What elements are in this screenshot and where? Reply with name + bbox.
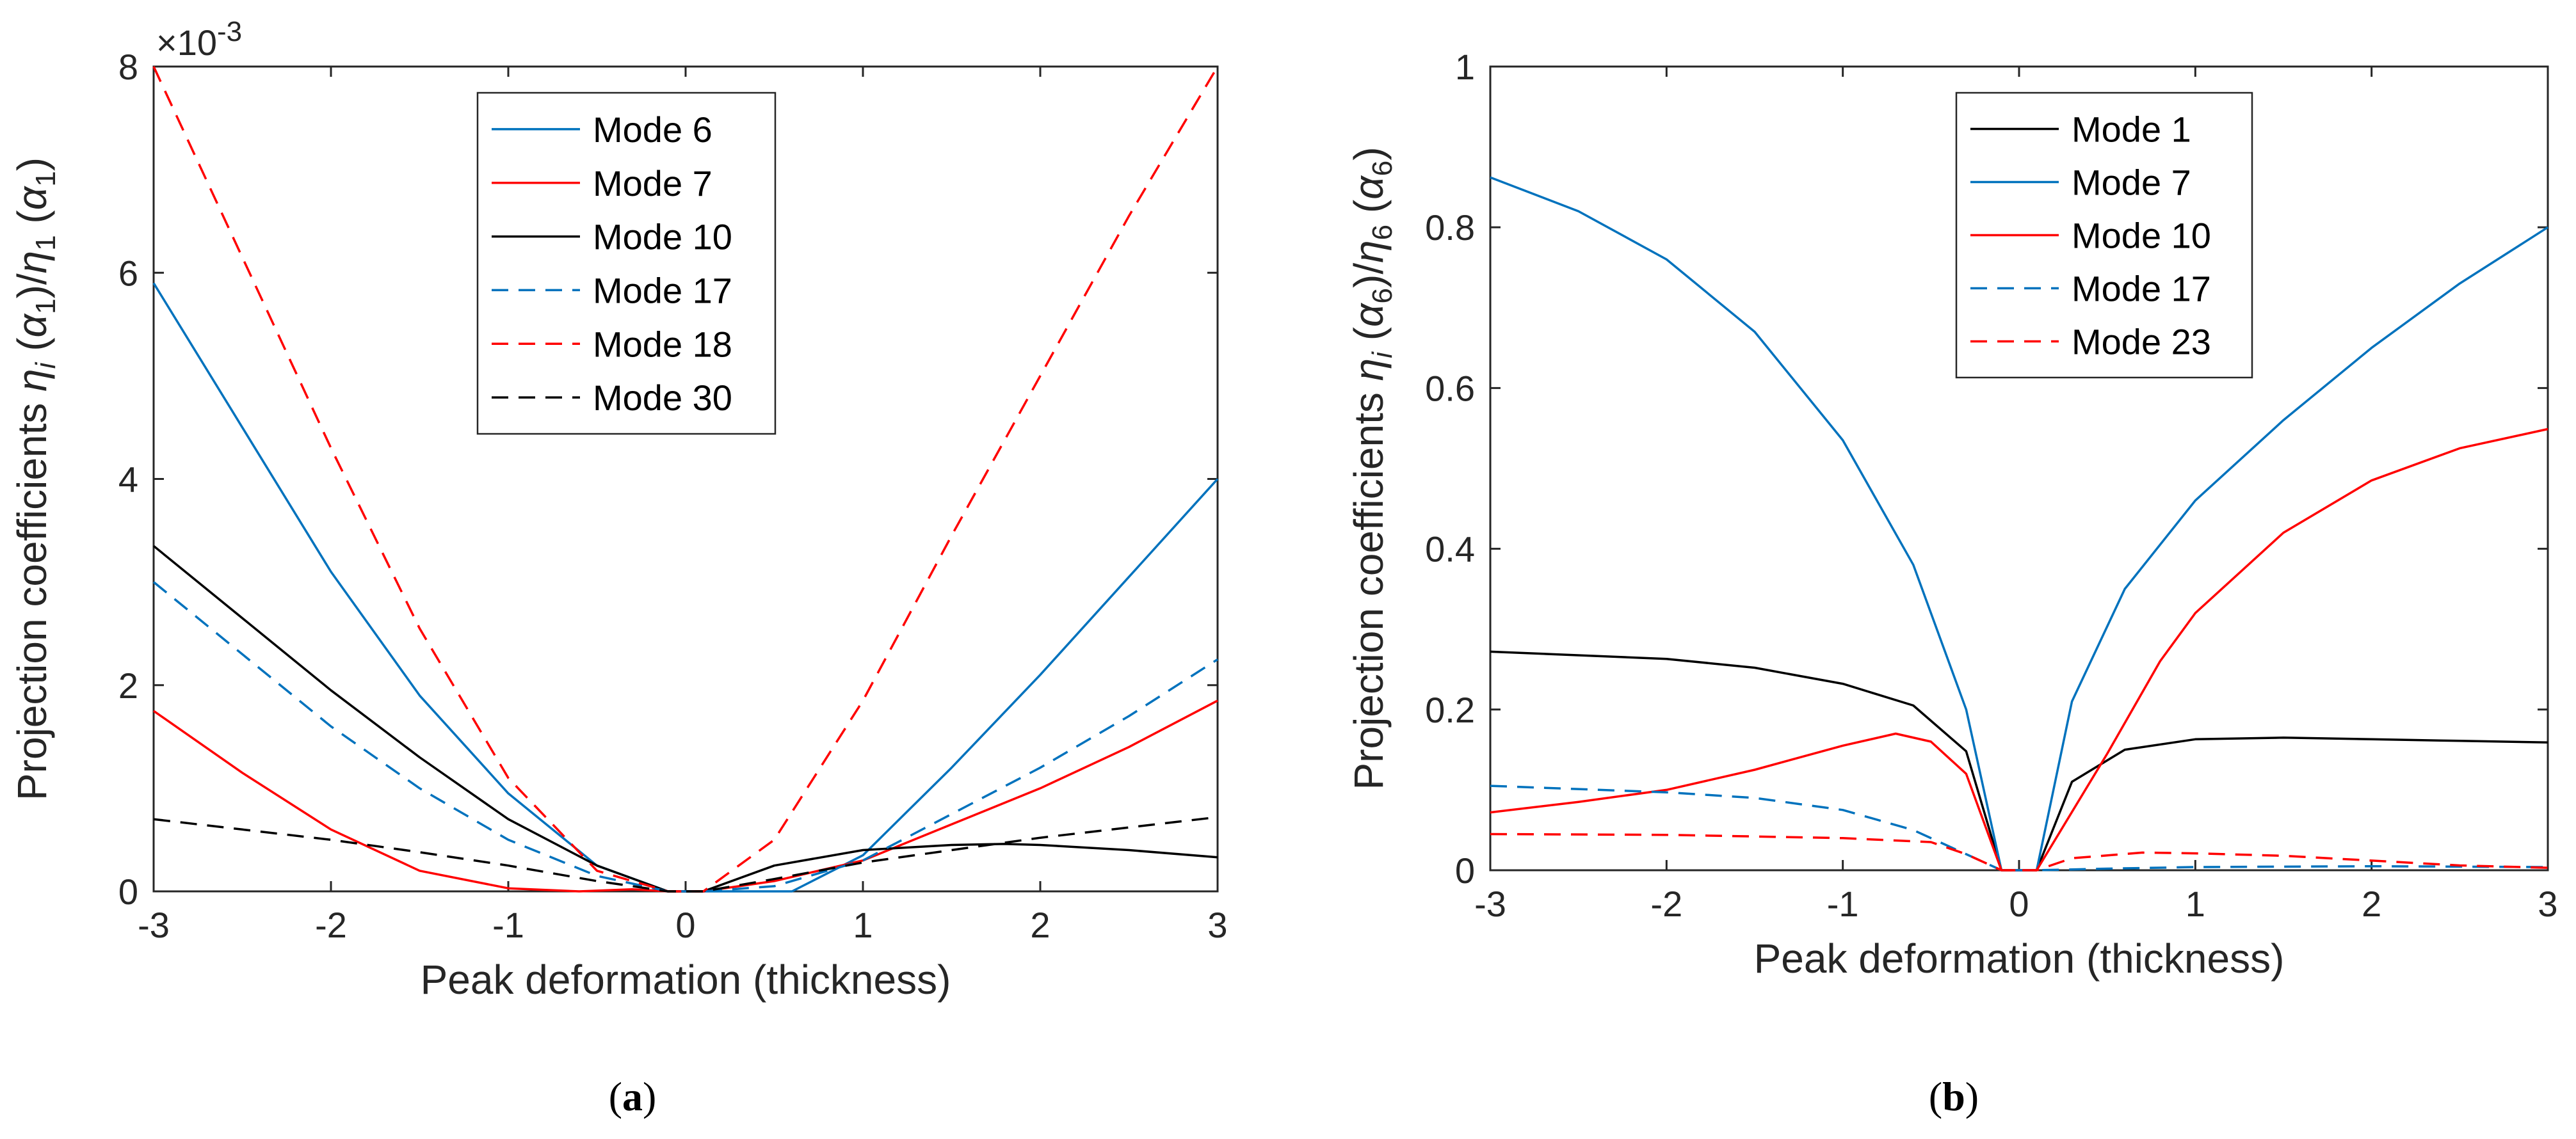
series-line-mode-10 (1490, 427, 2548, 872)
y-tick-label: 6 (118, 253, 138, 293)
x-tick-label: -3 (138, 905, 170, 945)
y-exponent-label: ×10-3 (156, 16, 242, 63)
y-tick-label: 0 (118, 872, 138, 912)
legend-label: Mode 18 (593, 324, 732, 364)
y-tick-label: 0.8 (1425, 207, 1475, 248)
y-tick-label: 0.2 (1425, 690, 1475, 730)
x-tick-label: 3 (2538, 884, 2557, 924)
legend-label: Mode 10 (2072, 216, 2211, 256)
series-line-mode-23 (1490, 832, 2548, 872)
x-axis-label: Peak deformation (thickness) (421, 957, 951, 1003)
series-line-mode-17 (152, 581, 1218, 893)
y-tick-label: 0 (1455, 850, 1475, 891)
legend-label: Mode 7 (593, 163, 712, 203)
legend-box (476, 92, 777, 435)
series-line-mode-18 (152, 66, 1219, 893)
x-tick-label: 0 (2009, 884, 2029, 924)
series-line-mode-17 (1490, 785, 2548, 872)
legend-label: Mode 7 (2072, 163, 2191, 203)
x-tick-label: 3 (1207, 905, 1227, 945)
x-axis-label: Peak deformation (thickness) (1754, 936, 2285, 982)
legend-label: Mode 1 (2072, 109, 2191, 150)
legend-label: Mode 23 (2072, 322, 2211, 362)
legend-label: Mode 30 (593, 378, 732, 418)
x-tick-label: -2 (1650, 884, 1682, 924)
y-axis-label: Projection coefficients ηi (α1)/η1 (α1) (9, 157, 61, 800)
legend: Mode 6 Mode 7 Mode 10 Mode 17 Mode 18 Mode 30 (476, 92, 777, 435)
x-tick-label: -2 (315, 905, 347, 945)
y-axis-label: Projection coefficients ηi (α6)/η6 (α6) (1346, 147, 1398, 790)
panel-caption: (a) (609, 1074, 657, 1119)
legend-label: Mode 17 (593, 270, 732, 310)
legend-label: Mode 6 (593, 109, 712, 150)
panel-caption: (b) (1929, 1074, 1979, 1119)
y-tick-label: 8 (118, 47, 138, 87)
x-tick-label: -1 (492, 905, 524, 945)
x-tick-label: -1 (1827, 884, 1859, 924)
x-tick-label: -3 (1474, 884, 1506, 924)
legend-label: Mode 17 (2072, 269, 2211, 309)
x-tick-label: 2 (2362, 884, 2381, 924)
y-tick-label: 2 (118, 665, 138, 706)
series-line-mode-10 (152, 545, 1218, 893)
legend: Mode 1 Mode 7 Mode 10 Mode 17 Mode 23 (1955, 92, 2253, 379)
y-tick-label: 0.6 (1425, 368, 1475, 408)
y-tick-label: 0.4 (1425, 529, 1475, 570)
series-line-mode-30 (153, 816, 1218, 893)
y-tick-label: 1 (1455, 47, 1475, 87)
legend-label: Mode 10 (593, 217, 732, 257)
x-tick-label: 2 (1030, 905, 1050, 945)
x-tick-label: 0 (675, 905, 695, 945)
series-line-mode-7 (152, 699, 1218, 893)
y-tick-label: 4 (118, 459, 138, 500)
series-line-mode-1 (1490, 650, 2548, 872)
x-tick-label: 1 (2186, 884, 2205, 924)
x-tick-label: 1 (853, 905, 873, 945)
